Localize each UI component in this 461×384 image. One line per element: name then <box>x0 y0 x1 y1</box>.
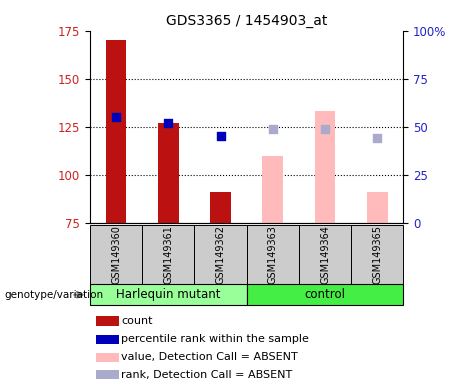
Bar <box>90 225 142 284</box>
Bar <box>96 370 119 379</box>
Bar <box>314 111 336 223</box>
Point <box>217 133 224 139</box>
Text: GSM149364: GSM149364 <box>320 225 330 284</box>
Bar <box>142 225 195 284</box>
Point <box>321 126 329 132</box>
Bar <box>247 284 403 305</box>
Bar <box>96 353 119 362</box>
Point <box>112 114 120 120</box>
Text: count: count <box>121 316 153 326</box>
Bar <box>96 316 119 326</box>
Title: GDS3365 / 1454903_at: GDS3365 / 1454903_at <box>166 14 327 28</box>
Bar <box>351 225 403 284</box>
Point <box>373 135 381 141</box>
Bar <box>106 40 126 223</box>
Text: GSM149363: GSM149363 <box>268 225 278 284</box>
Bar <box>195 225 247 284</box>
Bar <box>262 156 283 223</box>
Text: Harlequin mutant: Harlequin mutant <box>116 288 220 301</box>
Bar <box>367 192 388 223</box>
Text: control: control <box>305 288 345 301</box>
Text: rank, Detection Call = ABSENT: rank, Detection Call = ABSENT <box>121 370 292 380</box>
Text: GSM149360: GSM149360 <box>111 225 121 284</box>
Bar <box>299 225 351 284</box>
Bar <box>158 123 179 223</box>
Bar <box>247 225 299 284</box>
Bar <box>210 192 231 223</box>
Text: GSM149362: GSM149362 <box>215 225 225 284</box>
Point <box>269 126 277 132</box>
Text: value, Detection Call = ABSENT: value, Detection Call = ABSENT <box>121 352 298 362</box>
Text: GSM149365: GSM149365 <box>372 225 382 284</box>
Bar <box>90 284 247 305</box>
Point <box>165 120 172 126</box>
Text: GSM149361: GSM149361 <box>163 225 173 284</box>
Bar <box>96 335 119 344</box>
Text: percentile rank within the sample: percentile rank within the sample <box>121 334 309 344</box>
Text: genotype/variation: genotype/variation <box>5 290 104 300</box>
